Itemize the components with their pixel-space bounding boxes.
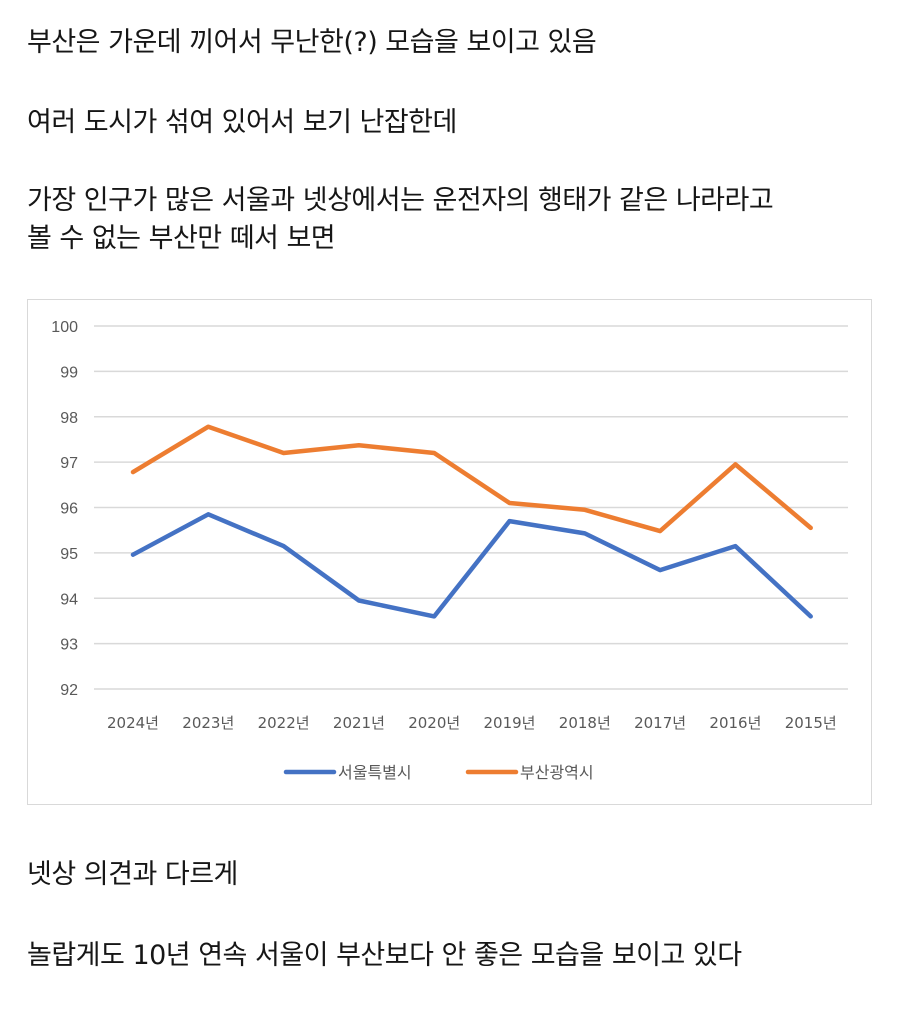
paragraph-text: 넷상 의견과 다르게 [27, 859, 238, 890]
paragraph-text: 여러 도시가 섞여 있어서 보기 난잡한데 [27, 107, 457, 138]
legend-label-busan: 부산광역시 [520, 763, 594, 782]
x-axis-tick-label: 2022년 [258, 714, 310, 732]
paragraph-mixed-cities: 여러 도시가 섞여 있어서 보기 난잡한데 [27, 104, 457, 142]
x-axis-tick-label: 2023년 [182, 714, 234, 732]
paragraph-seoul-busan-only: 가장 인구가 많은 서울과 넷상에서는 운전자의 행태가 같은 나라라고 볼 수… [27, 182, 774, 258]
paragraph-text-line-2: 볼 수 없는 부산만 떼서 보면 [27, 223, 336, 254]
x-axis-tick-label: 2019년 [484, 714, 536, 732]
y-axis-tick-label: 93 [60, 637, 78, 654]
paragraph-text-line-1: 가장 인구가 많은 서울과 넷상에서는 운전자의 행태가 같은 나라라고 [27, 185, 774, 216]
paragraph-busan-middle: 부산은 가운데 끼어서 무난한(?) 모습을 보이고 있음 [27, 24, 597, 62]
x-axis-tick-label: 2016년 [709, 714, 761, 732]
paragraph-unlike-online: 넷상 의견과 다르게 [27, 856, 238, 894]
y-axis-tick-label: 92 [60, 682, 78, 699]
y-axis-tick-label: 96 [60, 501, 78, 518]
paragraph-text: 부산은 가운데 끼어서 무난한(?) 모습을 보이고 있음 [27, 27, 597, 58]
x-axis-tick-label: 2021년 [333, 714, 385, 732]
paragraph-text: 놀랍게도 10년 연속 서울이 부산보다 안 좋은 모습을 보이고 있다 [27, 940, 742, 971]
x-axis-tick-label: 2024년 [107, 714, 159, 732]
chart-plot-area: 100 99 98 97 96 95 94 93 92 2024년 2023년 2022년 2021년 2… [51, 319, 848, 782]
y-axis-tick-label: 95 [60, 546, 78, 563]
x-axis-tick-label: 2015년 [785, 714, 837, 732]
y-axis-tick-label: 100 [51, 319, 78, 336]
series-line-busan [130, 424, 813, 534]
y-axis-tick-label: 97 [60, 455, 78, 472]
legend-label-seoul: 서울특별시 [338, 763, 412, 782]
y-axis-tick-label: 99 [60, 364, 78, 381]
y-axis-tick-label: 94 [60, 591, 78, 608]
paragraph-conclusion: 놀랍게도 10년 연속 서울이 부산보다 안 좋은 모습을 보이고 있다 [27, 937, 742, 975]
x-axis-tick-label: 2020년 [408, 714, 460, 732]
x-axis-tick-label: 2017년 [634, 714, 686, 732]
y-axis-tick-label: 98 [60, 410, 78, 427]
x-axis-tick-label: 2018년 [559, 714, 611, 732]
series-line-seoul [130, 512, 813, 619]
line-chart: 100 99 98 97 96 95 94 93 92 2024년 2023년 2022년 2021년 2… [27, 299, 872, 805]
